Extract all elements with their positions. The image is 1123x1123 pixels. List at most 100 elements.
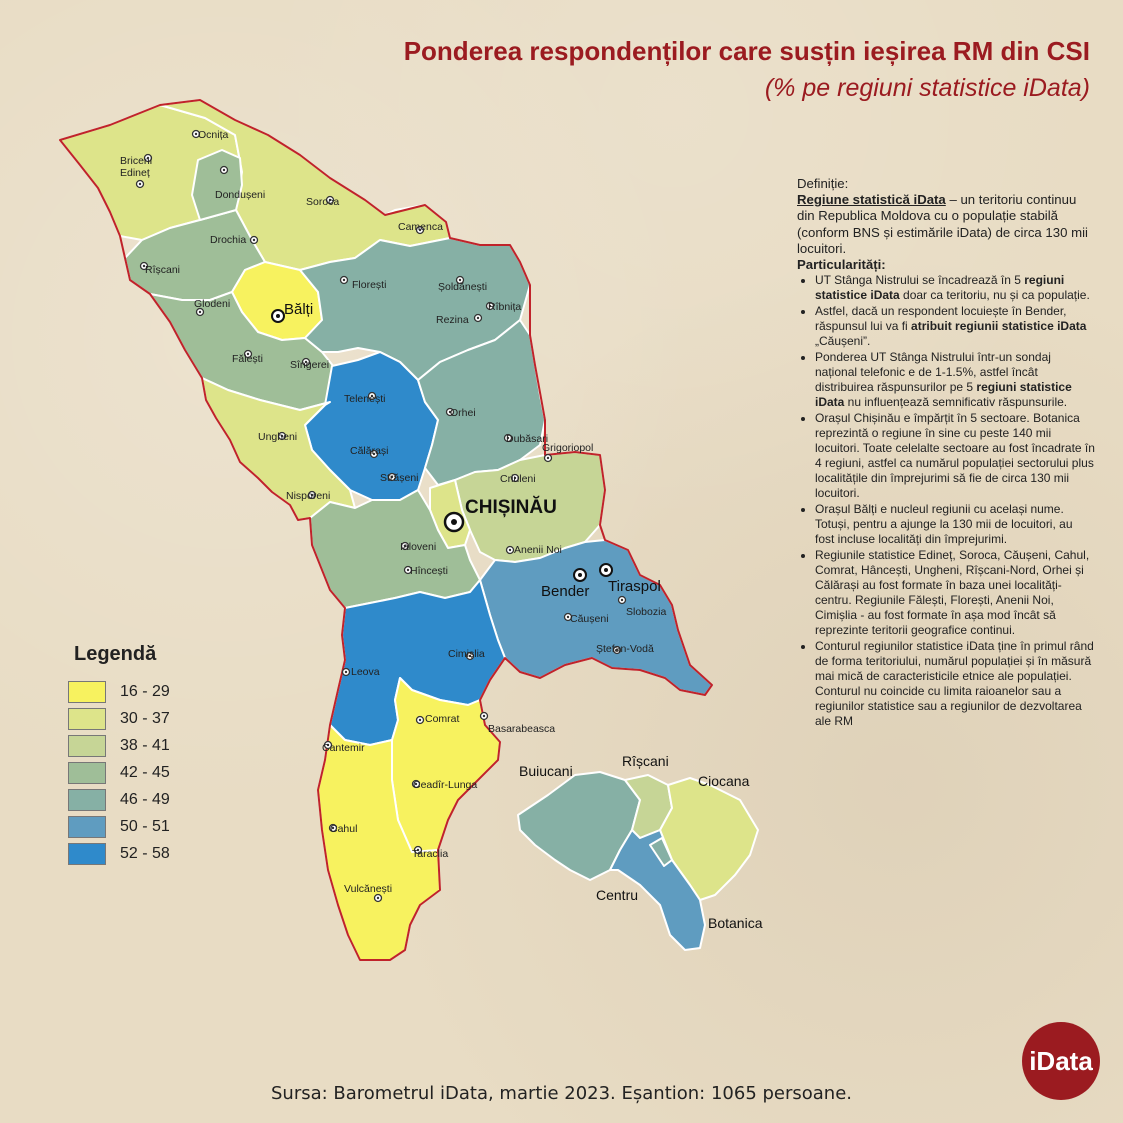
definition-body: – un teritoriu continuu din Republica Mo…: [797, 192, 1088, 256]
page-title: Ponderea respondenților care susțin ieși…: [403, 36, 1090, 66]
place-label: Glodeni: [194, 298, 230, 310]
balti-marker: [271, 309, 285, 323]
note-item: Regiunile statistice Edineț, Soroca, Cău…: [815, 548, 1095, 638]
place-label: Dubăsari: [506, 433, 548, 445]
place-marker-dot: [198, 310, 202, 314]
note-item: Orașul Chișinău e împărțit în 5 sectoare…: [815, 411, 1095, 501]
legend-swatch: [68, 680, 106, 703]
country-border: [59, 99, 713, 961]
place-marker-dot: [416, 848, 420, 852]
place-marker-dot: [372, 452, 376, 456]
legend-range: 30 - 37: [120, 709, 170, 727]
place-label: Ocnița: [198, 129, 229, 141]
source-note: Sursa: Barometrul iData, martie 2023. Eș…: [270, 1083, 853, 1104]
legend-swatch: [68, 842, 106, 865]
place-marker-dot: [342, 278, 346, 282]
place-label: Hîncești: [410, 565, 448, 577]
place-label: Ștefan-Vodă: [596, 643, 654, 655]
legend-swatch: [68, 788, 106, 811]
legend-range: 38 - 41: [120, 736, 170, 754]
place-marker-dot: [310, 493, 314, 497]
legend-range: 50 - 51: [120, 817, 170, 835]
place-label: Rîbnița: [488, 301, 521, 313]
place-marker-dot: [138, 182, 142, 186]
place-label: Camenca: [398, 221, 443, 233]
place-label: Dondușeni: [215, 189, 265, 201]
place-marker-dot: [482, 714, 486, 718]
place-marker-dot: [615, 648, 619, 652]
place-marker-dot: [418, 718, 422, 722]
definition-text: Regiune statistică iData – un teritoriu …: [797, 192, 1095, 257]
place-label: Comrat: [425, 713, 460, 725]
place-marker-dot: [406, 568, 410, 572]
place-label: Fălești: [232, 353, 263, 365]
place-marker-dot: [476, 316, 480, 320]
note-item: Conturul regiunilor statistice iData țin…: [815, 639, 1095, 729]
place-label: Ialoveni: [400, 541, 436, 553]
place-label: Rîșcani: [145, 264, 180, 276]
place-marker-dot: [328, 198, 332, 202]
region-anenii-noi: [454, 451, 606, 563]
sector-label-riscani: Rîșcani: [622, 753, 669, 769]
legend-item: 46 - 49: [68, 786, 170, 813]
chisinau-marker: [443, 511, 465, 533]
legend-swatch: [68, 707, 106, 730]
place-marker-dot: [448, 410, 452, 414]
place-label: Ceadîr-Lunga: [413, 779, 477, 791]
place-marker-dot: [252, 238, 256, 242]
place-marker-dot: [222, 168, 226, 172]
place-marker-dot: [508, 548, 512, 552]
note-item: Ponderea UT Stânga Nistrului într-un son…: [815, 350, 1095, 410]
place-label: Cimișlia: [448, 648, 485, 660]
place-label: Soroca: [306, 196, 339, 208]
place-label: Edineț: [120, 167, 150, 179]
place-label: Vulcănești: [344, 883, 392, 895]
note-item: Astfel, dacă un respondent locuiește în …: [815, 304, 1095, 349]
particularities-heading: Particularități:: [797, 257, 886, 273]
place-marker-dot: [246, 352, 250, 356]
legend-title: Legendă: [74, 643, 157, 665]
legend-item: 50 - 51: [68, 813, 170, 840]
place-label: Șoldănești: [438, 281, 487, 293]
place-marker-dot: [513, 476, 517, 480]
place-marker-dot: [390, 475, 394, 479]
legend-items: 16 - 29 30 - 37 38 - 41 42 - 45 46 - 49 50 - …: [68, 678, 170, 867]
place-label: Orhei: [450, 407, 476, 419]
place-marker-dot: [280, 434, 284, 438]
place-marker-dot: [458, 278, 462, 282]
place-marker-dot: [344, 670, 348, 674]
definition-panel: Definiție: Regiune statistică iData – un…: [797, 176, 1095, 730]
place-marker-dot: [414, 782, 418, 786]
idata-logo: iData: [1022, 1022, 1100, 1100]
legend-swatch: [68, 815, 106, 838]
place-marker-dot: [376, 896, 380, 900]
place-marker-dot: [146, 156, 150, 160]
legend-range: 46 - 49: [120, 790, 170, 808]
bender-marker: [573, 568, 587, 582]
place-label: Basarabeasca: [488, 723, 555, 735]
label-bender: Bender: [541, 583, 589, 600]
sector-label-centru: Centru: [596, 887, 638, 903]
label-balti: Bălți: [284, 301, 313, 318]
legend-swatch: [68, 734, 106, 757]
legend-item: 30 - 37: [68, 705, 170, 732]
place-label: Căușeni: [570, 613, 609, 625]
place-marker-dot: [566, 615, 570, 619]
place-marker-dot: [468, 654, 472, 658]
place-marker-dot: [194, 132, 198, 136]
place-label: Grigoriopol: [542, 442, 593, 454]
legend-range: 42 - 45: [120, 763, 170, 781]
sector-label-botanica: Botanica: [708, 915, 763, 931]
place-label: Slobozia: [626, 606, 666, 618]
label-chisinau: CHIȘINĂU: [465, 496, 557, 518]
place-label: Călărași: [350, 445, 389, 457]
place-marker-dot: [403, 544, 407, 548]
place-marker-dot: [326, 743, 330, 747]
place-marker-dot: [488, 304, 492, 308]
place-label: Criuleni: [500, 473, 536, 485]
definition-term: Regiune statistică iData: [797, 192, 946, 208]
legend-range: 52 - 58: [120, 844, 170, 862]
place-label: Sîngerei: [290, 359, 329, 371]
sector-centru[interactable]: [609, 829, 706, 951]
